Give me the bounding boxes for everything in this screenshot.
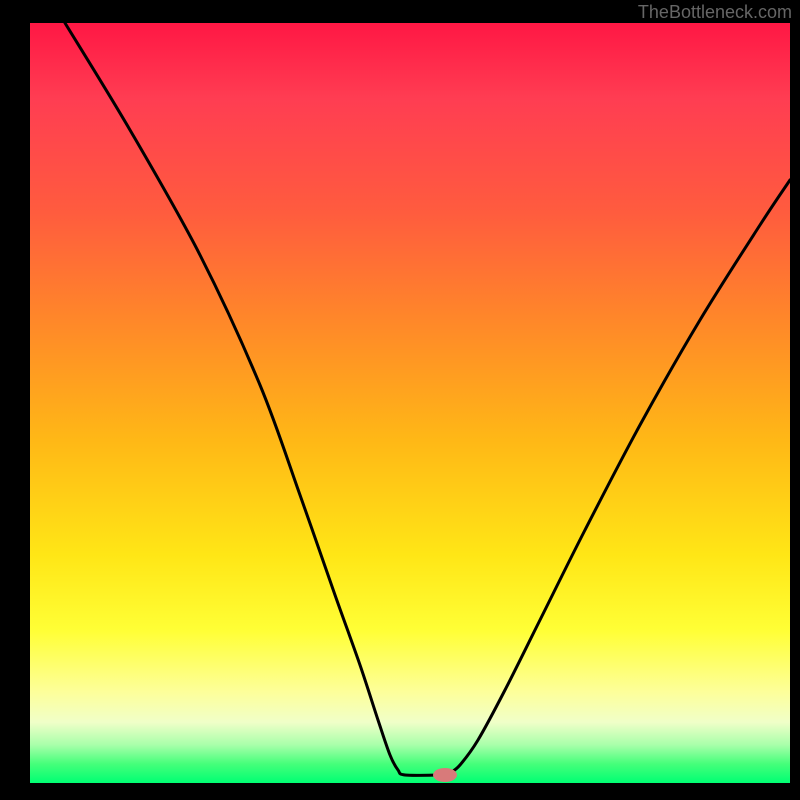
watermark-text: TheBottleneck.com <box>638 2 792 23</box>
chart-container <box>30 23 790 783</box>
bottleneck-curve <box>30 23 790 783</box>
optimal-point-marker <box>433 768 457 782</box>
